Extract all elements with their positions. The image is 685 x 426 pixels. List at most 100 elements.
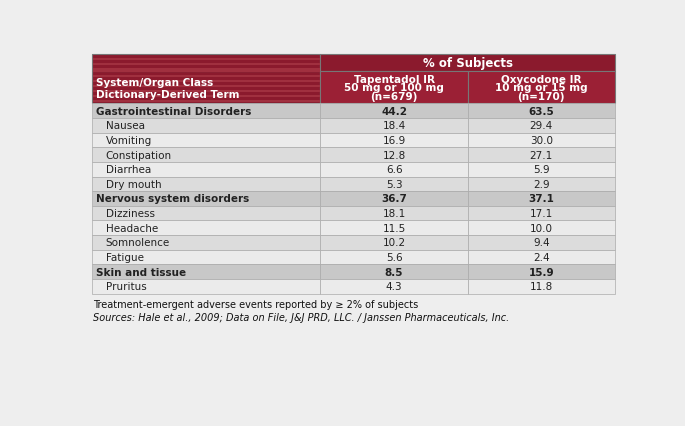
Bar xyxy=(321,236,468,250)
Text: 5.9: 5.9 xyxy=(533,165,549,175)
Bar xyxy=(321,133,468,148)
Text: Diarrhea: Diarrhea xyxy=(105,165,151,175)
Bar xyxy=(92,206,321,221)
Bar xyxy=(468,72,615,104)
Bar xyxy=(321,206,468,221)
Bar xyxy=(321,250,468,265)
Bar xyxy=(92,119,321,133)
Bar xyxy=(92,101,320,103)
Text: 18.1: 18.1 xyxy=(382,209,406,219)
Bar xyxy=(321,104,468,119)
Text: 8.5: 8.5 xyxy=(385,267,403,277)
Bar xyxy=(321,265,468,279)
Text: Tapentadol IR: Tapentadol IR xyxy=(353,75,434,85)
Bar xyxy=(321,72,468,104)
Text: Somnolence: Somnolence xyxy=(105,238,170,248)
Bar xyxy=(468,279,615,294)
Bar xyxy=(92,192,321,206)
Text: 18.4: 18.4 xyxy=(382,121,406,131)
Bar xyxy=(468,177,615,192)
Text: 36.7: 36.7 xyxy=(381,194,407,204)
Text: Fatigue: Fatigue xyxy=(105,252,144,262)
Bar xyxy=(92,96,320,98)
Text: Nervous system disorders: Nervous system disorders xyxy=(96,194,249,204)
Bar xyxy=(92,86,320,88)
Bar xyxy=(92,133,321,148)
Bar xyxy=(468,250,615,265)
Bar xyxy=(468,192,615,206)
Text: 27.1: 27.1 xyxy=(530,150,553,160)
Text: Gastrointestinal Disorders: Gastrointestinal Disorders xyxy=(96,106,251,116)
Bar xyxy=(321,119,468,133)
Text: 37.1: 37.1 xyxy=(528,194,554,204)
Bar xyxy=(92,250,321,265)
Text: 29.4: 29.4 xyxy=(530,121,553,131)
Text: 63.5: 63.5 xyxy=(528,106,554,116)
Text: (n=679): (n=679) xyxy=(371,92,418,102)
Text: Vomiting: Vomiting xyxy=(105,135,152,146)
Bar xyxy=(92,69,320,71)
Bar xyxy=(92,59,320,61)
Bar xyxy=(321,221,468,236)
Bar xyxy=(321,177,468,192)
Text: 16.9: 16.9 xyxy=(382,135,406,146)
Bar xyxy=(321,148,468,162)
Text: Constipation: Constipation xyxy=(105,150,172,160)
Text: 2.4: 2.4 xyxy=(533,252,549,262)
Text: (n=170): (n=170) xyxy=(518,92,565,102)
Text: Sources: Hale et al., 2009; Data on File, J&J PRD, LLC. / Janssen Pharmaceutical: Sources: Hale et al., 2009; Data on File… xyxy=(93,312,510,322)
Text: 10.2: 10.2 xyxy=(382,238,406,248)
Text: 12.8: 12.8 xyxy=(382,150,406,160)
Text: 5.6: 5.6 xyxy=(386,252,402,262)
Text: Headache: Headache xyxy=(105,223,158,233)
Bar xyxy=(468,119,615,133)
Bar xyxy=(468,236,615,250)
Bar xyxy=(92,221,321,236)
Text: 30.0: 30.0 xyxy=(530,135,553,146)
Text: 2.9: 2.9 xyxy=(533,179,549,190)
Bar xyxy=(468,206,615,221)
Text: Treatment-emergent adverse events reported by ≥ 2% of subjects: Treatment-emergent adverse events report… xyxy=(93,299,419,310)
Bar xyxy=(468,265,615,279)
Bar xyxy=(92,177,321,192)
Bar xyxy=(92,91,320,93)
Bar xyxy=(468,148,615,162)
Bar xyxy=(468,162,615,177)
Bar xyxy=(92,148,321,162)
Bar xyxy=(92,265,321,279)
Text: Oxycodone IR: Oxycodone IR xyxy=(501,75,582,85)
Text: Dictionary-Derived Term: Dictionary-Derived Term xyxy=(97,89,240,99)
Bar xyxy=(92,81,320,83)
Bar xyxy=(321,192,468,206)
Bar xyxy=(92,236,321,250)
Text: % of Subjects: % of Subjects xyxy=(423,57,512,70)
Bar xyxy=(92,76,320,78)
Text: Nausea: Nausea xyxy=(105,121,145,131)
Bar xyxy=(92,64,320,66)
Bar xyxy=(92,71,320,73)
Text: 5.3: 5.3 xyxy=(386,179,402,190)
Text: 4.3: 4.3 xyxy=(386,282,402,291)
Bar xyxy=(92,55,321,72)
Text: Dry mouth: Dry mouth xyxy=(105,179,162,190)
Text: 17.1: 17.1 xyxy=(530,209,553,219)
Bar xyxy=(321,55,615,72)
Text: 10.0: 10.0 xyxy=(530,223,553,233)
Text: 50 mg or 100 mg: 50 mg or 100 mg xyxy=(344,83,444,93)
Text: 11.8: 11.8 xyxy=(530,282,553,291)
Bar xyxy=(468,221,615,236)
Bar xyxy=(92,279,321,294)
Bar xyxy=(92,72,321,104)
Text: Pruritus: Pruritus xyxy=(105,282,147,291)
Text: 9.4: 9.4 xyxy=(533,238,549,248)
Text: 6.6: 6.6 xyxy=(386,165,402,175)
Text: 10 mg or 15 mg: 10 mg or 15 mg xyxy=(495,83,588,93)
Text: 44.2: 44.2 xyxy=(381,106,407,116)
Bar xyxy=(321,279,468,294)
Text: Dizziness: Dizziness xyxy=(105,209,155,219)
Text: System/Organ Class: System/Organ Class xyxy=(97,78,214,88)
Text: Skin and tissue: Skin and tissue xyxy=(96,267,186,277)
Bar xyxy=(92,162,321,177)
Text: 11.5: 11.5 xyxy=(382,223,406,233)
Bar xyxy=(321,162,468,177)
